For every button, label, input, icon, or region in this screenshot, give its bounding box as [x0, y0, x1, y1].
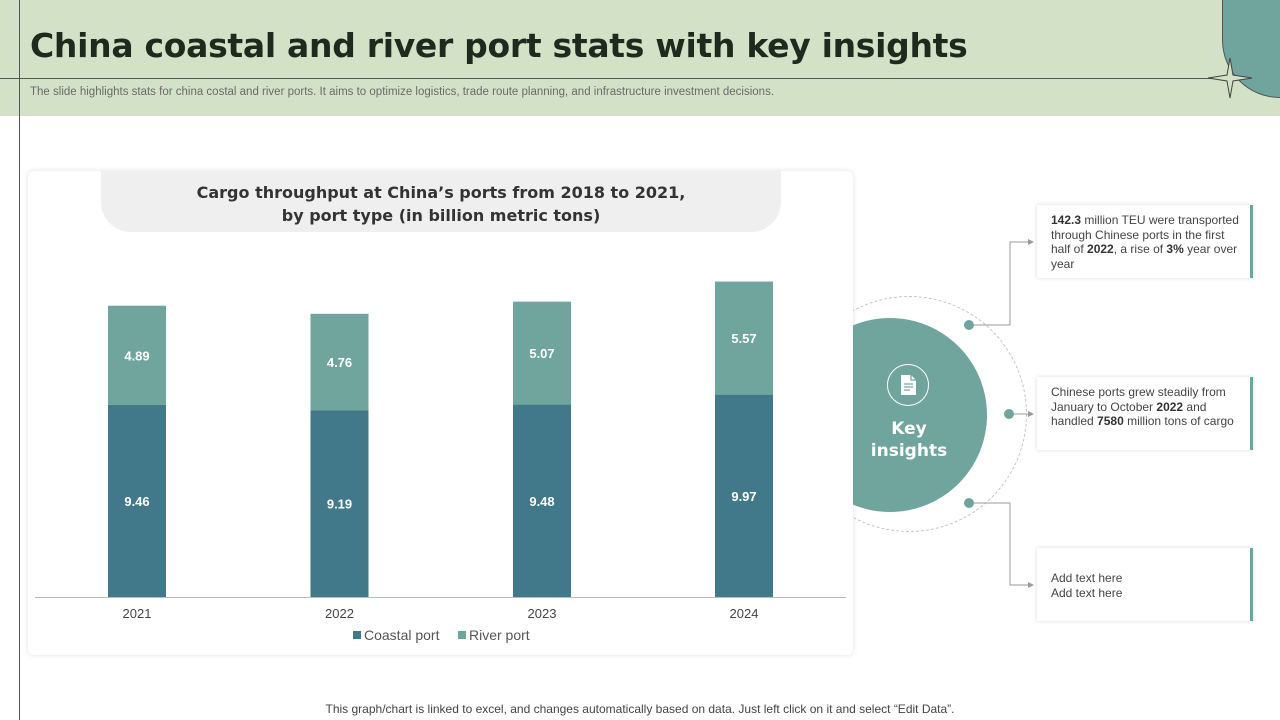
insight-text: year over year [1051, 242, 1238, 271]
data-label-river-2023: 5.07 [529, 346, 554, 361]
sparkle-icon [1207, 57, 1253, 99]
insight-text: 7580 [1097, 414, 1124, 428]
key-insights-label-line-2: insights [870, 441, 948, 461]
bar-coastal-2022 [310, 410, 369, 597]
data-label-coastal-2023: 9.48 [529, 494, 554, 509]
insight-text: Add text here [1051, 585, 1123, 600]
insight-text: 2022 [1156, 399, 1184, 414]
legend-label-river: River port [469, 627, 530, 643]
insight-text: 2022 [1087, 242, 1114, 256]
data-label-coastal-2021: 9.46 [124, 494, 149, 509]
bar-river-2024 [715, 281, 773, 395]
data-label-river-2024: 5.57 [731, 331, 756, 346]
bar-river-2021 [108, 305, 166, 405]
data-label-river-2021: 4.89 [124, 348, 149, 363]
page-subtitle: The slide highlights stats for china cos… [30, 86, 775, 98]
bar-coastal-2021 [108, 404, 166, 597]
insight-text: 142.3 [1051, 213, 1082, 227]
bar-river-2022 [310, 313, 369, 411]
bar-river-2023 [513, 301, 571, 405]
header-band [0, 0, 1280, 116]
x-tick-label-2023: 2023 [528, 606, 557, 621]
data-label-river-2022: 4.76 [327, 355, 352, 370]
x-tick-label-2021: 2021 [123, 606, 152, 621]
bar-chart[interactable]: 9.46 4.89 2021 9.19 4.76 2022 9.48 5.07 2023 9.97… [0, 0, 860, 660]
key-insights-label-line-1: Key [891, 419, 927, 439]
insight-text: million TEU were transported through Chi… [1051, 213, 1239, 256]
x-tick-label-2022: 2022 [325, 606, 354, 621]
insight-text: , a rise of [1113, 242, 1167, 256]
document-icon [887, 364, 929, 406]
bar-coastal-2024 [715, 394, 773, 597]
x-tick-label-2024: 2024 [730, 606, 759, 621]
left-rule [19, 0, 20, 720]
insight-text: 3% [1166, 242, 1184, 256]
circle-mask [782, 280, 853, 550]
data-label-coastal-2022: 9.19 [327, 497, 352, 512]
insight-text: million tons of cargo [1123, 414, 1234, 428]
data-label-coastal-2024: 9.97 [731, 489, 756, 504]
insight-card-teu[interactable]: 142.3 million TEU were transported throu… [1037, 205, 1253, 278]
insight-card-placeholder[interactable]: Add text here Add text here [1037, 548, 1253, 621]
chart-title-line-2: by port type (in billion metric tons) [281, 206, 601, 225]
header-divider [0, 78, 1280, 79]
page-title: China coastal and river port stats with … [30, 26, 968, 65]
insight-text: and handled [1051, 399, 1207, 429]
key-insights-label: Key insights [859, 418, 959, 462]
legend-swatch-river [458, 631, 466, 639]
chart-title-line-1: Cargo throughput at China’s ports from 2… [196, 183, 686, 202]
footnote: This graph/chart is linked to excel, and… [325, 702, 955, 716]
insight-card-cargo[interactable]: Chinese ports grew steadily from January… [1037, 377, 1253, 450]
insight-text: Chinese ports grew steadily from January… [1051, 385, 1226, 414]
legend-label-coastal: Coastal port [364, 627, 440, 643]
legend-swatch-coastal [353, 631, 361, 639]
insight-text: Add text here [1051, 571, 1123, 585]
chart-title: Cargo throughput at China’s ports from 2… [101, 171, 781, 232]
bar-coastal-2023 [513, 404, 571, 597]
